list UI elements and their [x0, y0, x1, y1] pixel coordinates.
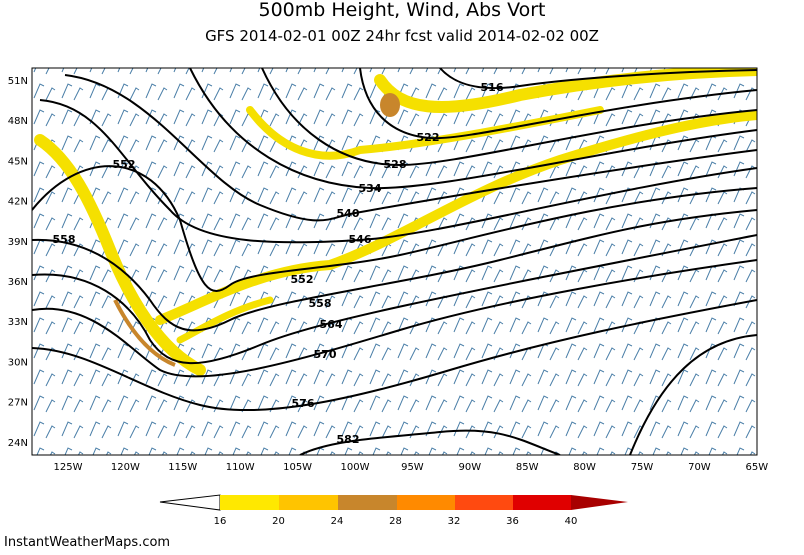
contour-label: 582 — [337, 433, 360, 446]
colorbar-label: 24 — [331, 516, 344, 527]
lat-label: 24N — [8, 438, 28, 449]
lat-label: 45N — [8, 156, 28, 167]
lon-label: 65W — [745, 462, 768, 473]
contour-label: 522 — [417, 131, 440, 144]
lon-label: 115W — [168, 462, 197, 473]
contour-label: 552 — [113, 158, 136, 171]
colorbar-label: 28 — [389, 516, 402, 527]
lon-label: 90W — [458, 462, 481, 473]
contour-label: 534 — [359, 182, 382, 195]
lon-label: 70W — [688, 462, 711, 473]
contour-label: 546 — [349, 233, 372, 246]
lon-label: 75W — [631, 462, 654, 473]
lat-label: 39N — [8, 237, 28, 248]
wind-barbs — [32, 68, 757, 455]
colorbar-label: 32 — [448, 516, 461, 527]
colorbar: 16 20 24 28 32 36 40 — [159, 494, 628, 527]
contour-label: 552 — [291, 273, 314, 286]
colorbar-label: 36 — [506, 516, 519, 527]
contour-label: 528 — [384, 158, 407, 171]
lon-labels: 125W 120W 115W 110W 105W 100W 95W 90W 85W 80W 75W 7… — [54, 462, 769, 473]
lon-label: 85W — [516, 462, 539, 473]
contour-label: 570 — [314, 348, 337, 361]
lat-label: 42N — [8, 197, 28, 208]
lon-label: 80W — [573, 462, 596, 473]
lat-label: 51N — [8, 76, 28, 87]
colorbar-label: 20 — [272, 516, 285, 527]
map-area — [32, 68, 757, 455]
contour-label: 564 — [320, 318, 343, 331]
lat-label: 27N — [8, 398, 28, 409]
contour-label: 516 — [481, 81, 504, 94]
lon-label: 95W — [401, 462, 424, 473]
subtitle: GFS 2014-02-01 00Z 24hr fcst valid 2014-… — [205, 27, 599, 45]
title: 500mb Height, Wind, Abs Vort — [259, 0, 546, 21]
contour-label: 576 — [292, 397, 315, 410]
contour-label: 540 — [337, 207, 360, 220]
lat-labels: 51N 48N 45N 42N 39N 36N 33N 30N 27N 24N — [8, 76, 28, 449]
contour-label: 558 — [309, 297, 332, 310]
lat-label: 33N — [8, 317, 28, 328]
lat-label: 48N — [8, 116, 28, 127]
lon-label: 125W — [54, 462, 83, 473]
lon-label: 120W — [111, 462, 140, 473]
colorbar-label: 40 — [565, 516, 578, 527]
height-contours — [32, 68, 757, 455]
contour-labels: 516 522 528 534 540 546 552 552 558 558 … — [53, 81, 504, 446]
lat-label: 30N — [8, 357, 28, 368]
colorbar-label: 16 — [214, 516, 227, 527]
map-frame — [31, 67, 758, 456]
vorticity — [34, 68, 757, 376]
footer: InstantWeatherMaps.com — [4, 535, 170, 550]
lon-label: 105W — [283, 462, 312, 473]
lon-label: 100W — [341, 462, 370, 473]
lon-label: 110W — [226, 462, 255, 473]
lat-label: 36N — [8, 277, 28, 288]
contour-label: 558 — [53, 233, 76, 246]
